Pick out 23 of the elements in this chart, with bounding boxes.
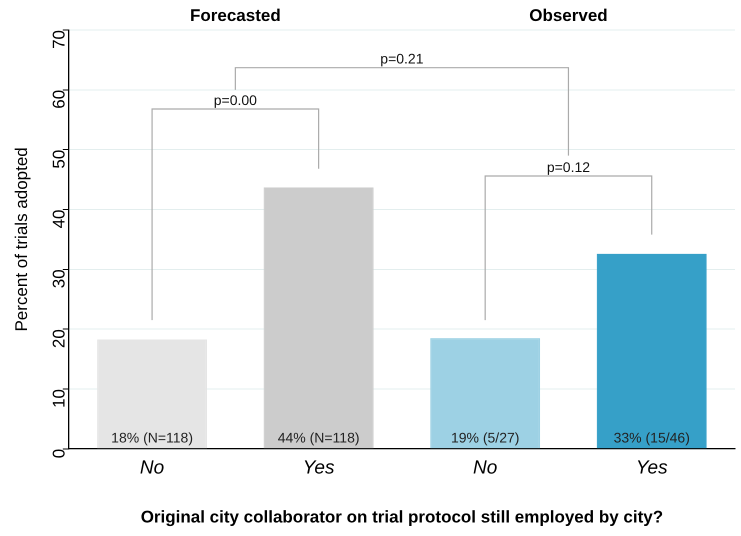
y-tick-label: 10: [49, 388, 68, 408]
text: Forecasted: [190, 6, 281, 26]
y-tick-label: 40: [49, 209, 68, 228]
y-tick-label: 70: [49, 30, 68, 49]
x-axis-title: Original city collaborator on trial protocol still employed by city?: [140, 507, 664, 526]
y-tick-label: 60: [49, 90, 68, 109]
x-tick-label: No: [140, 457, 164, 478]
annotation: p=0.21: [380, 50, 424, 67]
y-tick-label: 0: [49, 448, 68, 458]
data-label: 19% (5/27): [450, 430, 520, 446]
x-tick-label: Yes: [636, 457, 668, 478]
y-tick-label: 50: [49, 150, 68, 169]
text: Observed: [529, 6, 608, 26]
y-tick-label: 20: [49, 329, 68, 348]
data-label: 44% (N=118): [278, 430, 360, 446]
x-tick-label: Yes: [302, 457, 335, 478]
x-tick-label: No: [473, 457, 498, 478]
annotation: p=0.12: [546, 158, 590, 175]
data-label: 33% (15/46): [614, 430, 690, 446]
y-tick-label: 30: [49, 269, 68, 288]
annotation: p=0.00: [214, 92, 258, 108]
y-axis-title: Percent of trials adopted: [12, 147, 31, 332]
data-label: 18% (N=118): [111, 430, 193, 446]
